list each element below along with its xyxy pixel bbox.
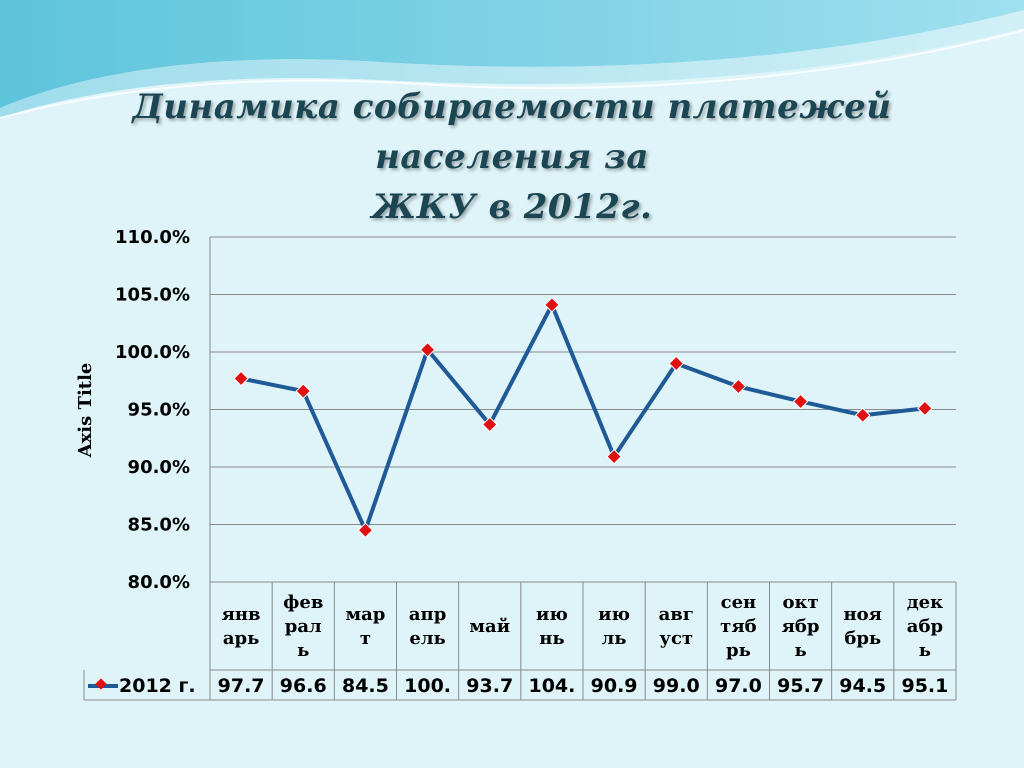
data-table-value: 97.7: [218, 675, 265, 697]
title-line-1: Динамика собираемости платежей населения…: [132, 87, 892, 177]
series-line: [239, 302, 927, 533]
title-line-2: ЖКУ в 2012г.: [371, 187, 653, 227]
data-point-marker: [730, 378, 747, 395]
x-category-label: ию ль: [598, 604, 630, 649]
data-point-marker: [419, 341, 436, 358]
data-point-marker: [544, 297, 560, 313]
y-tick-label: 95.0%: [128, 400, 190, 421]
data-table-value: 104.: [528, 675, 575, 697]
data-point-marker: [357, 522, 374, 539]
data-table-value: 93.7: [466, 675, 513, 697]
data-point-marker: [295, 383, 312, 399]
x-category-label: ию нь: [536, 604, 568, 649]
data-table-value: 100.: [404, 675, 451, 697]
y-tick-label: 85.0%: [128, 515, 190, 536]
data-table-value: 99.0: [653, 675, 700, 697]
data-point-marker: [606, 448, 622, 465]
data-point-marker: [233, 370, 249, 387]
data-table-value: 95.7: [777, 675, 824, 697]
x-category-label: мар т: [345, 604, 385, 649]
x-category-label: фев рал ь: [283, 592, 323, 661]
data-point-marker: [481, 416, 498, 433]
x-category-label: окт ябр ь: [782, 592, 820, 661]
x-category-label: сен тяб рь: [720, 592, 756, 661]
y-tick-label: 100.0%: [115, 342, 190, 363]
data-table-value: 94.5: [839, 675, 886, 697]
data-table-value: 96.6: [280, 675, 327, 697]
y-tick-label: 80.0%: [128, 572, 190, 593]
data-table-value: 95.1: [901, 675, 948, 697]
y-axis-title: Axis Title: [75, 363, 96, 459]
data-point-marker: [917, 400, 933, 417]
x-category-label: май: [469, 616, 510, 637]
y-tick-label: 90.0%: [128, 457, 190, 478]
x-category-label: авг уст: [659, 604, 694, 649]
data-point-marker: [792, 393, 809, 410]
data-table-value: 97.0: [715, 675, 762, 697]
x-category-label: дек абр ь: [907, 592, 943, 661]
data-point-marker: [668, 355, 685, 372]
y-tick-label: 105.0%: [115, 285, 190, 306]
data-table-value: 84.5: [342, 675, 389, 697]
legend-series-name: 2012 г.: [119, 675, 196, 697]
x-category-label: апр ель: [409, 604, 446, 649]
slide-title: Динамика собираемости платежей населения…: [40, 82, 984, 232]
data-table-value: 90.9: [591, 675, 638, 697]
x-category-label: ноя брь: [844, 604, 882, 649]
y-tick-label: 110.0%: [115, 227, 190, 248]
x-category-label: янв арь: [222, 604, 261, 649]
data-point-marker: [854, 407, 871, 424]
